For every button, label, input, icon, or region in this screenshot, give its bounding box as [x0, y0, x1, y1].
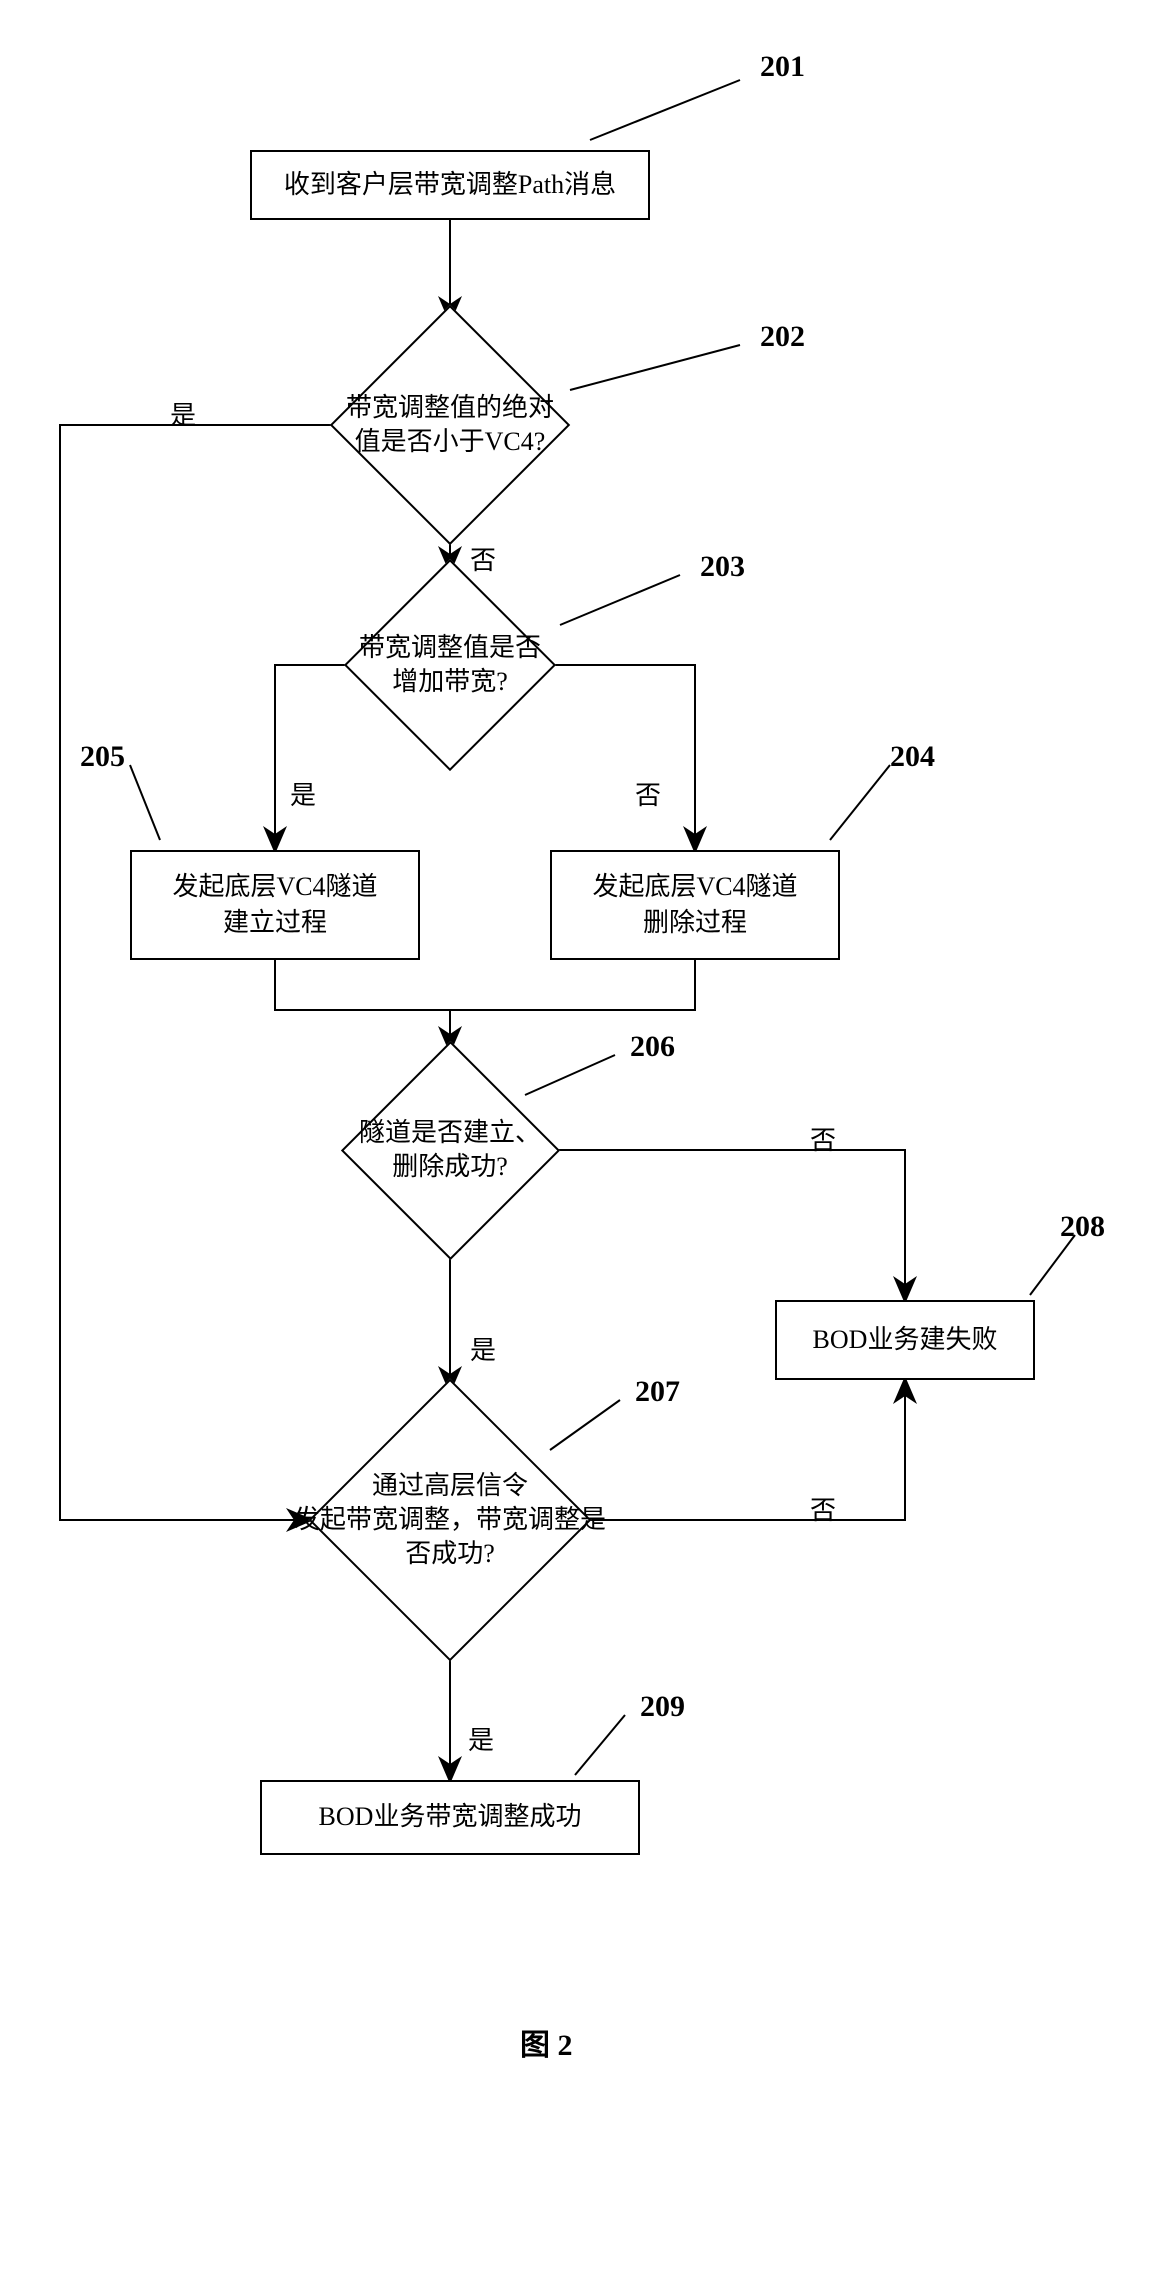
figure-caption: 图 2 — [520, 2020, 573, 2064]
flowchart-canvas: 收到客户层带宽调整Path消息带宽调整值的绝对值是否小于VC4?带宽调整值是否增… — [20, 20, 1156, 2254]
edge-label-e-203-205: 是 — [290, 775, 316, 812]
edge-e-202-207 — [60, 425, 340, 1520]
label-n205: 205 — [80, 740, 125, 774]
edge-label-e-207-208: 否 — [810, 1490, 836, 1527]
arrows-layer — [20, 20, 1156, 2254]
node-n202 — [330, 305, 570, 545]
edge-label-e-203-204: 否 — [635, 775, 661, 812]
node-n201: 收到客户层带宽调整Path消息 — [250, 150, 650, 220]
edge-label-e-202-203: 否 — [470, 540, 496, 577]
node-n203 — [344, 559, 556, 771]
node-n206 — [340, 1040, 559, 1259]
label-n204: 204 — [890, 740, 935, 774]
edge-e-204-206m — [450, 960, 695, 1010]
label-n201: 201 — [760, 50, 805, 84]
node-n207 — [309, 1379, 592, 1662]
node-n209: BOD业务带宽调整成功 — [260, 1780, 640, 1855]
label-n202: 202 — [760, 320, 805, 354]
label-n209: 209 — [640, 1690, 685, 1724]
label-n206: 206 — [630, 1030, 675, 1064]
node-n205: 发起底层VC4隧道建立过程 — [130, 850, 420, 960]
edge-label-e-206-207: 是 — [470, 1330, 496, 1367]
label-n207: 207 — [635, 1375, 680, 1409]
node-n208: BOD业务建失败 — [775, 1300, 1035, 1380]
label-n208: 208 — [1060, 1210, 1105, 1244]
edge-e-205-206m — [275, 960, 450, 1010]
label-n203: 203 — [700, 550, 745, 584]
edge-label-e-206-208: 否 — [810, 1120, 836, 1157]
edge-e-206-208 — [550, 1150, 905, 1300]
edge-label-e-207-209: 是 — [468, 1720, 494, 1757]
node-n204: 发起底层VC4隧道删除过程 — [550, 850, 840, 960]
edge-e-203-204 — [545, 665, 695, 850]
edge-e-203-205 — [275, 665, 355, 850]
edge-e-207-208 — [580, 1380, 905, 1520]
edge-label-e-202-207: 是 — [170, 395, 196, 432]
